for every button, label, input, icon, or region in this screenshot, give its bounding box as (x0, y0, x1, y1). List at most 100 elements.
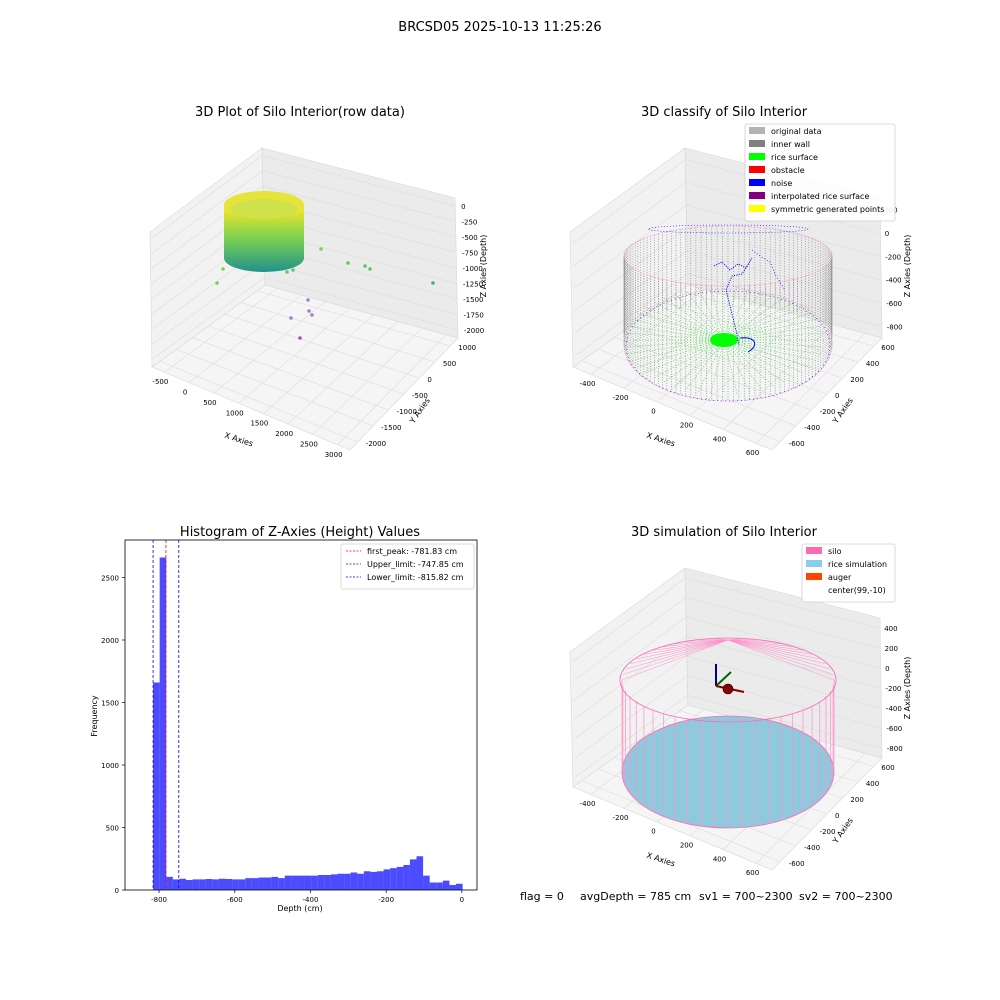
silo-roof-line (700, 639, 729, 641)
z-tick-label: -400 (886, 705, 902, 713)
y-tick-label: -200 (820, 408, 836, 416)
rice-surface-ray (710, 339, 725, 394)
gridline (574, 655, 688, 740)
histogram-bar (218, 878, 226, 890)
legend-label: first_peak: -781.83 cm (367, 547, 457, 556)
rice-surface-ray (723, 339, 738, 394)
y-tick-label: 2500 (101, 575, 119, 583)
x-tick-label: -400 (580, 800, 596, 808)
y-tick-label: -1500 (381, 424, 401, 432)
histogram-bar (390, 868, 397, 890)
footer-avg-depth: avgDepth = 785 cm (580, 890, 691, 903)
z-tick-label: -800 (887, 745, 903, 753)
histogram-bar (238, 879, 246, 890)
z-tick-label: -400 (886, 277, 902, 285)
gridline (686, 655, 881, 709)
gridline (192, 337, 389, 411)
legend-label: noise (771, 179, 792, 188)
y-tick-label: 0 (835, 392, 839, 400)
y-tick-label: -600 (789, 860, 805, 868)
rice-surface-ray (723, 301, 795, 341)
gridline (572, 159, 686, 244)
rice-surface-ray (662, 339, 725, 384)
silo-roof-line (636, 639, 729, 660)
classify-inner-wall (623, 226, 833, 401)
x-tick-label: 2000 (275, 430, 293, 438)
gridline (573, 616, 687, 701)
rice-surface-ray (662, 296, 725, 341)
silo-roof-line (727, 639, 813, 655)
gridline (573, 597, 686, 682)
raw-silo-top-inner (230, 199, 298, 219)
rice-surface-ray (723, 312, 811, 341)
simulation-top-rim (619, 637, 837, 723)
gridline (686, 204, 880, 257)
legend-swatch (749, 205, 765, 212)
rice-surface-ray (697, 339, 725, 393)
x-tick-label: 400 (713, 855, 726, 863)
panel-histogram: Histogram of Z-Axies (Height) Values -80… (90, 525, 478, 913)
histogram-xlabel: Depth (cm) (277, 904, 322, 913)
scatter-point (368, 267, 372, 271)
silo-roof-line (727, 639, 831, 670)
figure-suptitle: BRCSD05 2025-10-13 11:25:26 (398, 20, 601, 35)
histogram-bar (245, 878, 252, 890)
legend-label: Upper_limit: -747.85 cm (367, 560, 464, 569)
rice-surface-ray (723, 286, 738, 341)
gridline (686, 636, 880, 689)
legend-label: Lower_limit: -815.82 cm (367, 573, 464, 582)
scatter-point (306, 298, 310, 302)
y-tick-label: -400 (804, 844, 820, 852)
y-tick-label: 500 (106, 825, 119, 833)
silo-roof-line (625, 639, 729, 670)
y-tick-label: 200 (850, 796, 863, 804)
z-tick-label: 0 (461, 203, 465, 211)
legend-frame (744, 123, 896, 222)
x-tick-label: 0 (460, 896, 464, 904)
footer-sv2: sv2 = 700~2300 (799, 890, 893, 903)
gridline (685, 577, 879, 629)
classify-rice-surface (624, 286, 824, 394)
gridline (256, 290, 451, 347)
rice-surface-ray (653, 339, 725, 379)
x-tick-label: -200 (378, 896, 394, 904)
legend-label: symmetric generated points (771, 205, 884, 214)
noise-trace (751, 249, 786, 291)
rice-surface-ray (723, 339, 817, 362)
gridline (151, 261, 265, 345)
x-tick-label: 500 (203, 399, 216, 407)
silo-roof-line (727, 639, 793, 647)
y-tick-label: 600 (881, 764, 894, 772)
silo-roof-line (727, 639, 820, 660)
rice-surface-ray (644, 339, 725, 374)
x-tick-label: 0 (651, 828, 655, 836)
y-tick-label: 0 (427, 376, 431, 384)
rice-surface-ray (723, 292, 775, 341)
z-tick-label: -200 (885, 253, 901, 261)
gridline (685, 616, 880, 669)
legend-label: original data (771, 127, 822, 136)
silo-roof-line (674, 639, 729, 644)
histogram-plot: -800 -600 -400 -200 0 0 500 1000 1500 2000 2500 (101, 539, 478, 904)
histogram-bar (258, 877, 266, 890)
gridline (582, 360, 781, 443)
gridline (574, 675, 688, 759)
raw-scatter-points (215, 247, 435, 340)
legend-swatch (806, 560, 822, 567)
noise-ring (647, 224, 809, 234)
histogram-ylabel: Frequency (90, 695, 99, 737)
legend-label: inner wall (771, 140, 810, 149)
histogram-bar (297, 875, 305, 890)
scatter-point (285, 270, 289, 274)
histogram-bar (350, 872, 358, 890)
silo-roof-line (687, 639, 729, 642)
histogram-bar (429, 882, 437, 890)
histogram-axes-frame (124, 539, 478, 891)
rice-surface-ray (631, 339, 725, 362)
rice-surface-ray (637, 339, 725, 368)
classify-noise-points (625, 224, 831, 402)
simulation-legend: silo rice simulation auger center(99,-10) (801, 543, 896, 603)
noise-trace (713, 257, 753, 346)
x-tick-label: -600 (227, 896, 243, 904)
rice-surface-ray (637, 312, 725, 341)
